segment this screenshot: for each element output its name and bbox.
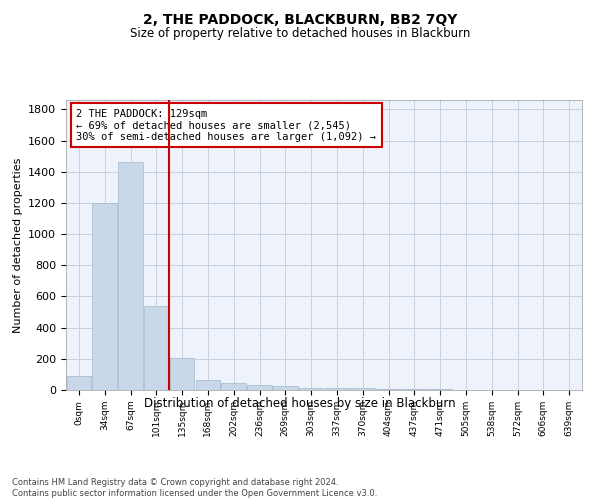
Bar [247, 384, 272, 390]
Bar [376, 389, 401, 390]
Bar [144, 306, 169, 390]
Bar [299, 388, 323, 390]
Bar [170, 358, 194, 390]
Text: 2 THE PADDOCK: 129sqm
← 69% of detached houses are smaller (2,545)
30% of semi-d: 2 THE PADDOCK: 129sqm ← 69% of detached … [76, 108, 376, 142]
Text: Contains HM Land Registry data © Crown copyright and database right 2024.
Contai: Contains HM Land Registry data © Crown c… [12, 478, 377, 498]
Bar [92, 203, 117, 390]
Bar [118, 162, 143, 390]
Text: Size of property relative to detached houses in Blackburn: Size of property relative to detached ho… [130, 28, 470, 40]
Text: Distribution of detached houses by size in Blackburn: Distribution of detached houses by size … [144, 398, 456, 410]
Y-axis label: Number of detached properties: Number of detached properties [13, 158, 23, 332]
Bar [221, 383, 246, 390]
Bar [325, 388, 349, 390]
Bar [196, 380, 220, 390]
Bar [350, 388, 375, 390]
Text: 2, THE PADDOCK, BLACKBURN, BB2 7QY: 2, THE PADDOCK, BLACKBURN, BB2 7QY [143, 12, 457, 26]
Bar [402, 389, 427, 390]
Bar [273, 386, 298, 390]
Bar [67, 376, 91, 390]
